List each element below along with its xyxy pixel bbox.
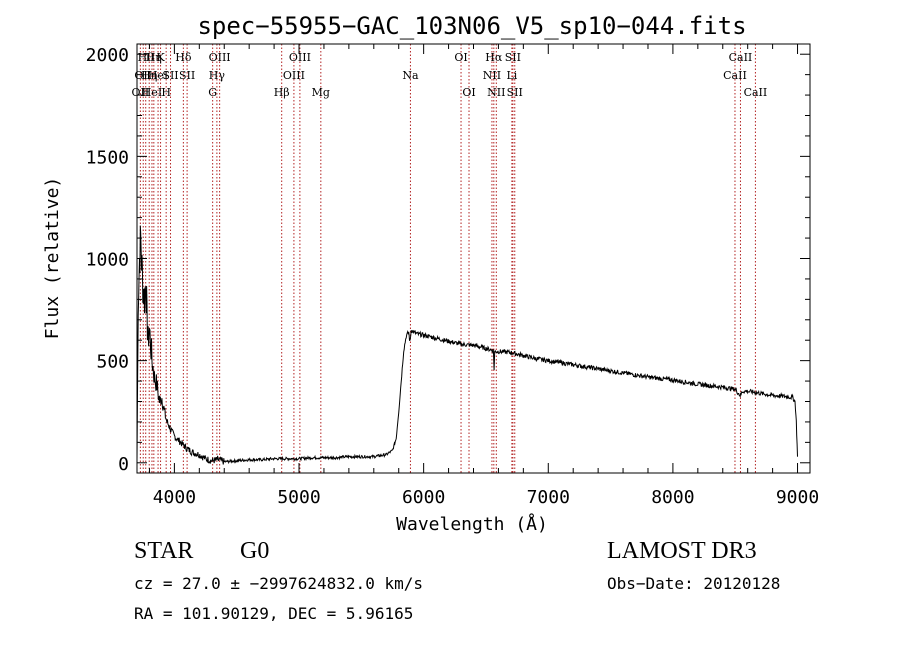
redshift-text: cz = 27.0 ± −2997624832.0 km/s xyxy=(134,574,423,593)
marker-label: SII xyxy=(507,86,523,99)
x-tick-label: 6000 xyxy=(402,487,445,508)
marker-label: OI xyxy=(462,86,475,99)
marker-label: K xyxy=(156,51,165,64)
chart-title: spec−55955−GAC_103N06_V5_sp10−044.fits xyxy=(197,12,746,40)
marker-label: SII xyxy=(162,69,178,82)
y-axis-ticks: 0 500 1000 1500 2000 xyxy=(86,45,810,475)
marker-label: H xyxy=(161,86,171,99)
x-axis-ticks: 4000 5000 6000 7000 8000 9000 xyxy=(148,44,819,508)
x-tick-label: 5000 xyxy=(277,487,320,508)
marker-label: Hη xyxy=(141,69,157,82)
marker-label: NII xyxy=(483,69,501,82)
marker-label: CaII xyxy=(723,69,747,82)
marker-label: OII xyxy=(134,69,152,82)
marker-label: CaII xyxy=(744,86,768,99)
plot-frame xyxy=(136,43,811,474)
marker-label: OIII xyxy=(289,51,311,64)
marker-label: OII xyxy=(132,86,150,99)
survey-name: LAMOST DR3 xyxy=(607,538,757,564)
marker-label: SII xyxy=(179,69,195,82)
marker-label: OIII xyxy=(209,51,231,64)
x-axis-label: Wavelength (Å) xyxy=(396,513,548,535)
emission-line-markers xyxy=(139,44,756,473)
object-subclass: G0 xyxy=(240,538,270,564)
marker-label: Mg xyxy=(312,86,330,99)
y-tick-label: 1500 xyxy=(86,147,129,168)
x-tick-label: 4000 xyxy=(153,487,196,508)
y-tick-label: 500 xyxy=(96,352,129,373)
marker-label: SII xyxy=(505,51,521,64)
marker-label: HeI xyxy=(148,69,168,82)
y-tick-label: 2000 xyxy=(86,45,129,66)
marker-label: HeI xyxy=(142,86,162,99)
y-axis-label: Flux (relative) xyxy=(42,177,63,340)
marker-label: CaII xyxy=(729,51,753,64)
marker-label: OI xyxy=(454,51,467,64)
marker-label: Hδ xyxy=(175,51,192,64)
marker-label: Hγ xyxy=(209,69,226,82)
emission-line-labels: OIIOIIHθHηHeIHηHeIKHSIIHδSIIGHγOIIIHβOII… xyxy=(132,51,768,99)
marker-label: Li xyxy=(506,69,517,82)
marker-label: Na xyxy=(402,69,419,82)
x-tick-label: 9000 xyxy=(776,487,819,508)
x-tick-label: 7000 xyxy=(527,487,570,508)
marker-label: Hη xyxy=(146,51,162,64)
y-tick-label: 0 xyxy=(118,454,129,475)
marker-label: NII xyxy=(487,86,505,99)
y-tick-label: 1000 xyxy=(86,250,129,271)
x-tick-label: 8000 xyxy=(651,487,694,508)
spectrum-line xyxy=(136,225,798,465)
object-class: STAR xyxy=(134,538,194,564)
marker-label: G xyxy=(208,86,217,99)
obs-date: Obs−Date: 20120128 xyxy=(607,574,781,593)
marker-label: Hβ xyxy=(274,86,290,99)
coordinates: RA = 101.90129, DEC = 5.96165 xyxy=(134,604,414,623)
marker-label: Hα xyxy=(485,51,503,64)
marker-label: OIII xyxy=(283,69,305,82)
